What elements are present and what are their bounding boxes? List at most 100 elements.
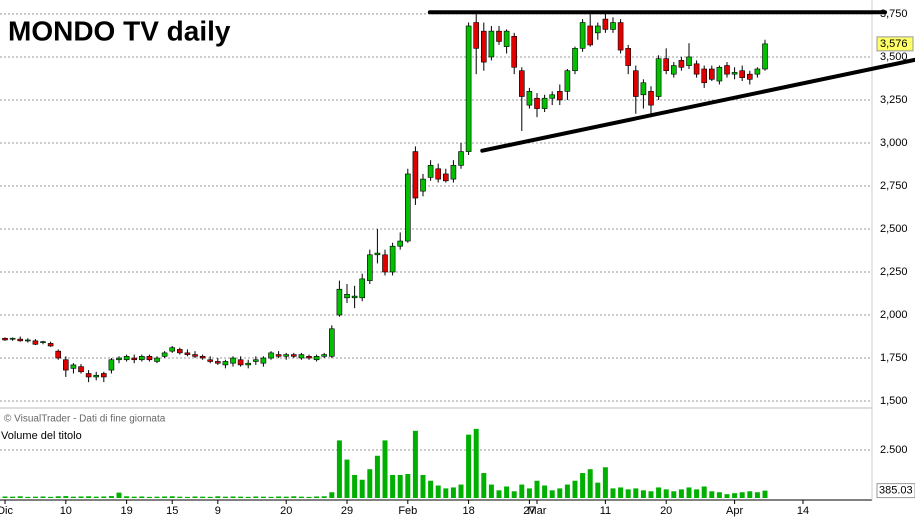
- candle-body: [762, 43, 768, 70]
- volume-bar: [298, 496, 304, 498]
- candle-body: [177, 349, 183, 354]
- volume-bar: [154, 496, 160, 498]
- volume-bar: [747, 491, 753, 498]
- candle-body: [336, 288, 343, 316]
- volume-bar: [192, 496, 198, 498]
- volume-bar: [177, 496, 183, 498]
- y-tick-label: 2,750: [880, 180, 908, 192]
- candle-body: [405, 173, 411, 242]
- candle-body: [610, 22, 616, 30]
- volume-bar: [580, 473, 586, 498]
- volume-bar: [694, 489, 700, 498]
- candle-body: [207, 359, 214, 362]
- volume-bar: [116, 492, 122, 498]
- candle-body: [306, 356, 312, 359]
- volume-bar: [253, 496, 259, 498]
- candle-body: [701, 68, 707, 84]
- x-tick-label: Feb: [398, 505, 417, 517]
- candle-body: [169, 347, 176, 352]
- volume-bar: [466, 434, 472, 498]
- volume-bar: [200, 496, 206, 498]
- last-price-label: 3,576: [880, 38, 908, 50]
- candle-body: [291, 354, 297, 357]
- x-tick-label: 14: [797, 505, 809, 517]
- candle-body: [739, 70, 745, 78]
- volume-bar: [443, 488, 449, 498]
- volume-bar: [564, 484, 570, 498]
- volume-bar: [70, 496, 76, 498]
- last-price-box: [876, 36, 914, 52]
- volume-bar: [678, 489, 684, 498]
- volume-bar: [238, 496, 244, 498]
- candle-body: [435, 168, 442, 180]
- candle-body: [397, 240, 404, 247]
- y-tick-label: 2,000: [880, 309, 908, 321]
- volume-bar: [48, 496, 54, 498]
- x-tick-label: Dic: [0, 505, 13, 517]
- volume-bar: [488, 484, 494, 498]
- candle-body: [708, 68, 715, 80]
- trendline: [480, 57, 915, 153]
- candle-body: [412, 151, 419, 199]
- volume-bar: [633, 488, 639, 498]
- candle-body: [154, 357, 160, 362]
- candle-body: [184, 352, 191, 355]
- candle-body: [17, 338, 24, 342]
- volume-bar: [306, 496, 312, 498]
- volume-title: Volume del titolo: [1, 430, 82, 442]
- x-tick-label: 11: [600, 505, 611, 517]
- candle-body: [237, 359, 244, 366]
- volume-bar: [55, 496, 61, 498]
- x-tick-label: 19: [120, 505, 132, 517]
- candle-body: [321, 354, 328, 357]
- candle-body: [549, 94, 556, 99]
- candle-body: [47, 343, 54, 347]
- volume-bar: [352, 474, 358, 498]
- volume-bar: [701, 486, 707, 498]
- volume-bar: [336, 440, 342, 498]
- x-tick-label: 20: [660, 505, 672, 517]
- volume-bar: [139, 496, 145, 498]
- volume-bar: [595, 482, 601, 498]
- candle-body: [427, 165, 434, 178]
- volume-bar: [86, 496, 92, 498]
- volume-bar: [291, 496, 297, 498]
- candle-body: [731, 72, 738, 75]
- volume-bar: [534, 480, 540, 498]
- candle-body: [146, 356, 153, 361]
- volume-bar: [610, 488, 616, 498]
- volume-bar: [162, 496, 168, 498]
- volume-bar: [245, 496, 251, 498]
- candle-body: [617, 22, 624, 51]
- candle-body: [648, 91, 654, 106]
- volume-bar: [124, 496, 130, 498]
- last-volume-label: 385.03: [879, 485, 913, 497]
- volume-bar: [450, 487, 456, 498]
- volume-bar: [101, 496, 107, 498]
- candle-body: [367, 254, 373, 281]
- last-volume-box: [876, 483, 915, 499]
- volume-bar: [108, 496, 114, 498]
- candle-body: [557, 91, 563, 101]
- volume-bar: [230, 496, 236, 498]
- y-tick-label: 2,500: [880, 223, 908, 235]
- volume-bar: [602, 467, 608, 498]
- candle-body: [70, 364, 77, 369]
- candle-body: [161, 352, 168, 357]
- volume-bar: [618, 487, 624, 498]
- candle-body: [93, 374, 100, 378]
- y-tick-label: 3,750: [880, 8, 908, 20]
- volume-bar: [428, 480, 434, 498]
- candle-body: [2, 337, 8, 341]
- candle-body: [215, 361, 221, 364]
- candle-body: [473, 22, 480, 49]
- volume-bar: [344, 459, 350, 498]
- volume-bar: [739, 492, 745, 498]
- candle-body: [587, 25, 593, 46]
- volume-bar: [367, 469, 373, 498]
- volume-bar: [215, 496, 221, 498]
- volume-bar: [412, 430, 418, 498]
- volume-bar: [93, 496, 99, 498]
- candle-body: [693, 63, 700, 75]
